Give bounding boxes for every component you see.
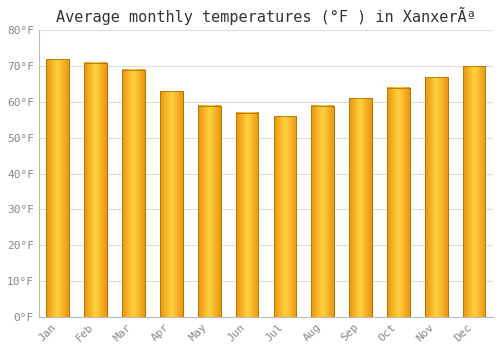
Bar <box>425 77 448 317</box>
Bar <box>312 105 334 317</box>
Bar <box>387 88 410 317</box>
Bar <box>236 113 258 317</box>
Title: Average monthly temperatures (°F ) in XanxerÃª: Average monthly temperatures (°F ) in Xa… <box>56 7 476 25</box>
Bar <box>46 59 69 317</box>
Bar <box>236 113 258 317</box>
Bar <box>274 116 296 317</box>
Bar <box>463 66 485 317</box>
Bar <box>198 105 220 317</box>
Bar <box>84 63 107 317</box>
Bar <box>349 98 372 317</box>
Bar <box>312 105 334 317</box>
Bar <box>463 66 485 317</box>
Bar <box>425 77 448 317</box>
Bar <box>84 63 107 317</box>
Bar <box>122 70 145 317</box>
Bar <box>46 59 69 317</box>
Bar <box>122 70 145 317</box>
Bar <box>160 91 182 317</box>
Bar <box>349 98 372 317</box>
Bar <box>274 116 296 317</box>
Bar <box>160 91 182 317</box>
Bar <box>387 88 410 317</box>
Bar <box>198 105 220 317</box>
